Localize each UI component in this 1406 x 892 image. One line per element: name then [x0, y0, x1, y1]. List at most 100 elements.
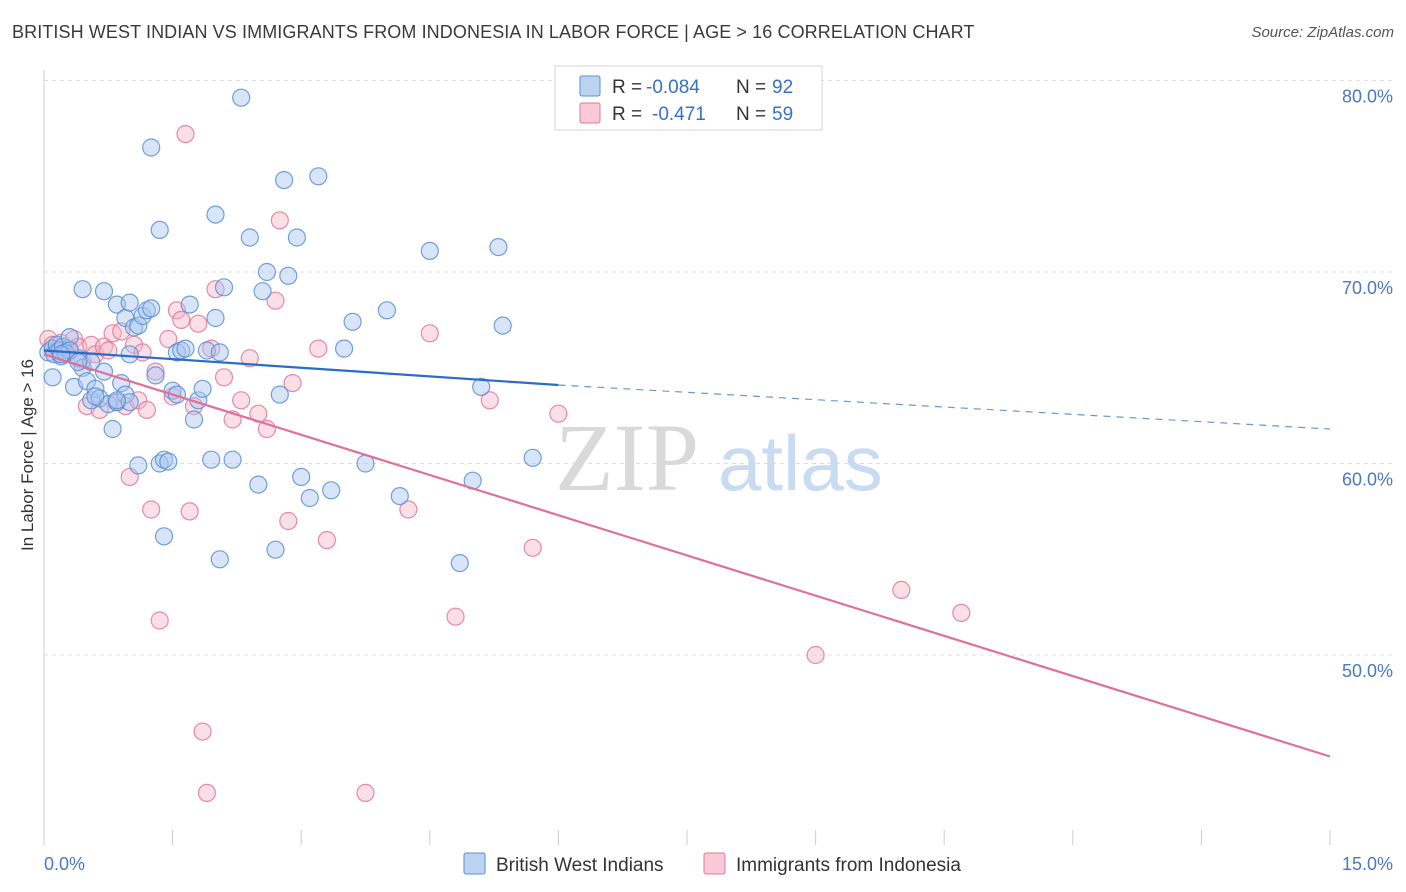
pink-point [279, 511, 298, 531]
source-label: Source: ZipAtlas.com [1251, 24, 1394, 41]
pink-point [176, 125, 195, 144]
pink-point [420, 324, 439, 343]
blue-point [210, 550, 229, 569]
blue-point [120, 345, 139, 364]
bottom-legend-pink-label: Immigrants from Indonesia [736, 855, 961, 876]
pink-point [172, 310, 191, 329]
blue-point [120, 293, 139, 312]
blue-point [249, 475, 268, 494]
blue-point [146, 366, 165, 385]
blue-point [86, 387, 105, 406]
blue-point [184, 410, 204, 429]
blue-point [210, 343, 229, 362]
blue-point [73, 280, 92, 299]
pink-point [309, 339, 328, 358]
blue-point [266, 540, 285, 559]
blue-point [275, 171, 294, 190]
bottom-legend: British West Indians Immigrants from Ind… [463, 852, 961, 876]
legend-pink-r-label: R = [612, 104, 642, 125]
pink-point [137, 400, 156, 419]
y-tick-label: 80.0% [1342, 87, 1393, 107]
pink-point [806, 645, 825, 665]
blue-point [214, 278, 234, 297]
pink-point [399, 500, 418, 519]
blue-point [159, 452, 178, 471]
pink-point [892, 580, 911, 600]
blue-point [472, 377, 491, 396]
legend-blue-swatch [579, 75, 601, 97]
blue-point [43, 368, 62, 387]
y-tick-label: 50.0% [1342, 661, 1393, 681]
bottom-legend-blue-swatch [463, 852, 486, 875]
blue-point [292, 467, 311, 486]
blue-point [287, 228, 306, 247]
blue-point [60, 328, 79, 347]
blue-point [223, 450, 242, 469]
pink-point [142, 500, 161, 519]
blue-point [202, 450, 221, 469]
blue-point [279, 266, 298, 285]
blue-point [309, 167, 328, 186]
pink-point [952, 603, 971, 623]
watermark-zip: ZIP [555, 404, 699, 511]
legend-blue-n-value: 92 [772, 77, 793, 98]
bottom-legend-blue-label: British West Indians [496, 855, 664, 876]
pink-point [180, 502, 199, 521]
legend-blue-r-value: -0.084 [646, 77, 700, 98]
blue-point [377, 301, 396, 320]
blue-point [232, 88, 251, 107]
blue-point [300, 488, 319, 508]
blue-point [206, 205, 225, 224]
blue-point [129, 456, 148, 475]
pink-point [356, 783, 375, 803]
legend-pink-n-label: N = [736, 104, 766, 125]
pink-point [283, 374, 302, 393]
blue-point [176, 339, 195, 358]
pink-point [446, 607, 465, 626]
pink-point [270, 211, 289, 230]
pink-point [150, 611, 169, 630]
pink-point [189, 314, 208, 333]
bottom-legend-pink-swatch [703, 852, 726, 875]
blue-point [523, 448, 542, 467]
blue-point [253, 282, 272, 301]
x-tick-label: 15.0% [1342, 854, 1393, 874]
blue-point [240, 228, 259, 247]
pink-point [146, 362, 165, 381]
pink-point [232, 391, 251, 410]
blue-point [142, 138, 161, 157]
series-pink-points [39, 125, 971, 803]
gridlines [44, 80, 1395, 656]
axes: 50.0% 60.0% 70.0% 80.0% 0.0% 15.0% [43, 70, 1393, 874]
pink-point [523, 538, 542, 557]
watermark: ZIP atlas [555, 404, 883, 511]
blue-point [103, 419, 122, 439]
blue-point [94, 282, 114, 301]
legend-blue-r-label: R = [612, 77, 642, 98]
blue-point [343, 312, 362, 331]
blue-point [450, 553, 469, 573]
blue-point [86, 379, 105, 398]
top-legend: R = -0.084 N = 92 R = -0.471 N = 59 [554, 65, 823, 131]
blue-point [420, 241, 439, 260]
blue-point [180, 295, 199, 314]
x-tick-label: 0.0% [44, 854, 85, 874]
trend-line-pink [43, 353, 1331, 758]
pink-point [480, 391, 499, 410]
blue-point [322, 481, 341, 500]
pink-point [214, 368, 234, 387]
blue-point [270, 385, 289, 404]
blue-point [193, 379, 212, 398]
pink-point [240, 349, 259, 368]
legend-blue-n-label: N = [736, 77, 766, 98]
blue-point [107, 391, 127, 410]
blue-point [150, 220, 169, 239]
pink-point [159, 329, 178, 349]
series-blue-points [39, 88, 542, 573]
y-tick-label: 70.0% [1342, 278, 1393, 298]
pink-point [266, 291, 285, 310]
y-tick-label: 60.0% [1342, 470, 1393, 490]
pink-point [197, 783, 216, 803]
legend-pink-swatch [579, 102, 601, 124]
